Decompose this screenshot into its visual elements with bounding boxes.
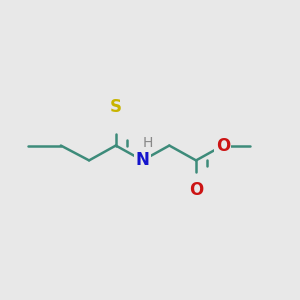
Text: H: H — [143, 136, 153, 150]
Text: O: O — [216, 136, 230, 154]
Text: N: N — [136, 152, 149, 169]
Text: O: O — [189, 181, 203, 199]
Text: S: S — [110, 98, 122, 116]
